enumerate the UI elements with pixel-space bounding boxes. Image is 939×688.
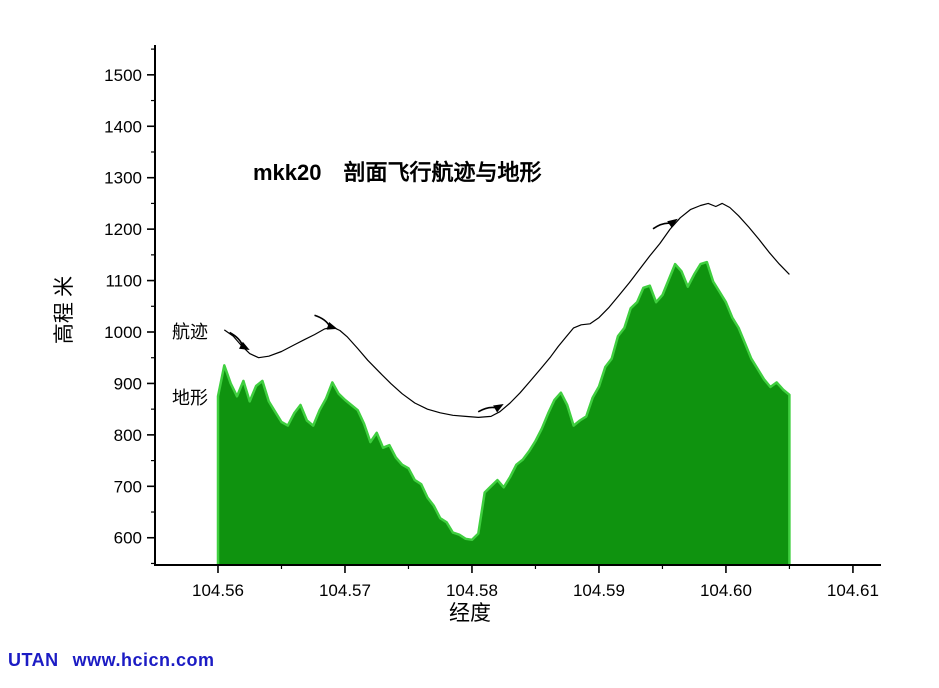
arrow-head [667,218,678,228]
arrow-head [493,404,504,413]
x-tick-label: 104.59 [573,581,625,600]
y-tick-label: 1200 [104,220,142,239]
arrow-tail [477,406,498,413]
track-line [223,202,790,418]
x-tick-label: 104.60 [700,581,752,600]
direction-arrow [477,404,504,413]
watermark-brand: UTAN [8,650,59,670]
chart-title-text: 剖面飞行航迹与地形 [343,160,542,185]
x-tick-label: 104.61 [827,581,879,600]
y-tick-label: 800 [114,426,142,445]
direction-arrow [314,314,338,330]
y-tick-label: 1400 [104,117,142,136]
arrow-head [239,341,250,350]
direction-arrow [229,331,250,350]
x-tick-label: 104.57 [319,581,371,600]
terrain-series-label: 地形 [172,388,208,408]
x-axis-label: 经度 [449,601,491,625]
y-tick-label: 1100 [105,272,142,291]
terrain-fill [218,262,790,564]
watermark-url: www.hcicn.com [72,650,215,670]
x-tick-label: 104.56 [192,581,244,600]
y-axis-label: 高程 米 [52,275,76,345]
direction-arrow [652,218,678,230]
y-tick-label: 900 [114,374,142,393]
axes: 600 700 800 900 1000 1100 1200 1300 1400 1500 104.… [104,45,881,600]
arrow-tail [652,222,672,230]
y-tick-label: 1000 [104,323,142,342]
terrain-outline [216,260,791,566]
x-tick-label: 104.58 [446,581,498,600]
y-tick-label: 600 [114,529,142,548]
y-tick-label: 1300 [104,169,142,188]
track-series-label: 航迹 [172,322,208,342]
watermark: UTAN www.hcicn.com [8,650,215,671]
y-tick-label: 700 [114,477,142,496]
arrow-head [326,322,338,330]
chart-title-code: mkk20 [253,160,322,185]
chart-title: mkk20 剖面飞行航迹与地形 [253,155,542,187]
terrain-area [216,260,791,566]
arrow-tail [314,314,331,327]
y-tick-label: 1500 [104,66,142,85]
